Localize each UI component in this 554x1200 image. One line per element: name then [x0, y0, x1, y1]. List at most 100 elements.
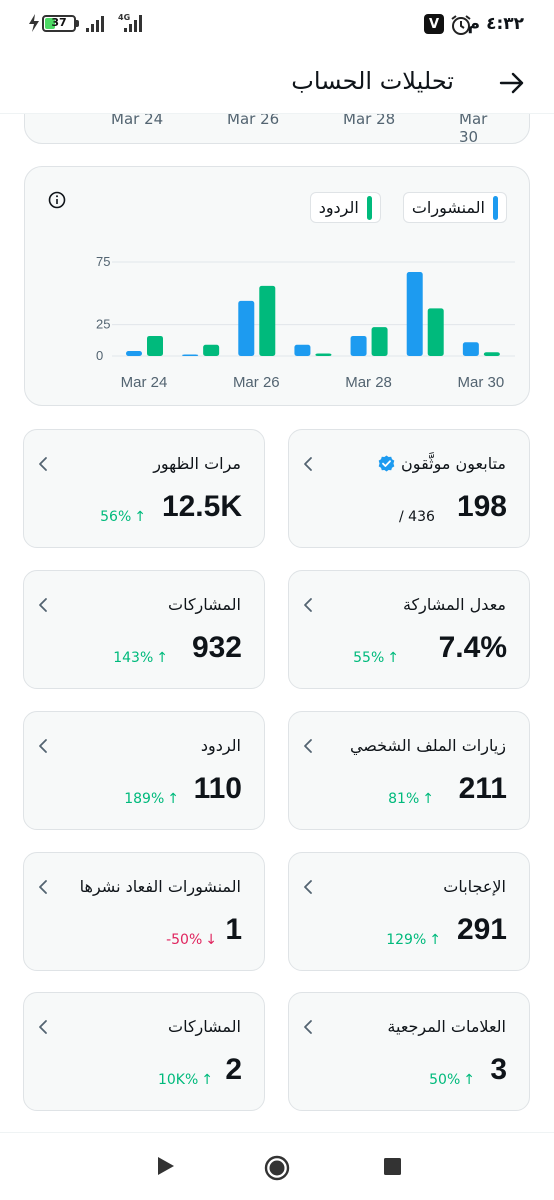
prev-x-label: Mar 26: [227, 110, 280, 128]
bar-posts-mar-27[interactable]: [294, 344, 311, 356]
battery-nub: [76, 20, 79, 27]
bar-replies-mar-24[interactable]: [147, 335, 163, 356]
chevron-left-icon: [39, 880, 47, 894]
bar-replies-mar-25[interactable]: [203, 344, 220, 356]
stat-change-inner: 50% ↑: [429, 1072, 475, 1088]
battery-icon: 37: [42, 15, 76, 32]
change-value: 56%: [100, 509, 132, 525]
stat-title: العلامات المرجعية: [387, 1017, 506, 1036]
change-value: 10K%: [157, 1072, 199, 1088]
legend-label-replies: الردود: [318, 198, 359, 217]
change-value: 55%: [353, 650, 385, 666]
bar-posts-mar-30[interactable]: [462, 342, 479, 356]
bar-replies-mar-27[interactable]: [315, 353, 332, 356]
change-value: -50%: [166, 932, 203, 948]
stat-card-reposts[interactable]: المنشورات الفعاد نشرها 1 -50% ↓: [23, 852, 265, 971]
prev-x-label: Mar 30: [459, 110, 488, 144]
stat-title: الردود: [200, 736, 241, 755]
stat-change-inner: 81% ↑: [388, 791, 434, 807]
bar-chart: 0 25 75 Mar 24 Mar 26 Mar 28 Mar 30: [96, 254, 515, 391]
previous-chart-labels: Mar 24 Mar 26 Mar 28 Mar 30: [111, 110, 509, 143]
stat-card-profile-visits[interactable]: زيارات الملف الشخصي 211 81% ↑: [288, 711, 530, 830]
change-arrow-icon: ↑: [422, 791, 434, 807]
stat-title-text: متابعون موثَّقون: [401, 454, 506, 473]
recents-square-icon[interactable]: [384, 1158, 401, 1175]
bar-replies-mar-26[interactable]: [259, 285, 276, 356]
change-arrow-icon: ↑: [201, 1072, 213, 1088]
stat-title: متابعون موثَّقون: [378, 454, 506, 473]
change-arrow-icon: ↑: [387, 650, 399, 666]
alarm-icon: [451, 15, 471, 35]
stat-card-engagements[interactable]: المشاركات 932 143% ↑: [23, 570, 265, 689]
system-nav-bar: [0, 1132, 554, 1200]
y-tick-label: 25: [96, 317, 110, 332]
x-tick-label: Mar 24: [121, 374, 168, 391]
clock: ٤:٣٢ م: [467, 14, 524, 34]
network-type: 4G: [118, 13, 131, 22]
legend-swatch-posts: [493, 195, 498, 220]
change-arrow-icon: ↓: [205, 932, 217, 948]
legend-item-replies[interactable]: الردود: [309, 192, 381, 223]
chevron-left-icon: [39, 598, 47, 612]
stat-card-impressions[interactable]: مرات الظهور 12.5K 56% ↑: [23, 429, 265, 548]
change-arrow-icon: ↑: [463, 1072, 475, 1088]
legend-item-posts[interactable]: المنشورات: [402, 192, 507, 223]
signal-icon: [86, 16, 104, 32]
status-bar: 37 4G V ٤:٣٢ م: [0, 0, 554, 50]
stat-card-replies[interactable]: الردود 110 189% ↑: [23, 711, 265, 830]
chevron-left-icon: [39, 457, 47, 471]
stat-title: المنشورات الفعاد نشرها: [79, 877, 241, 896]
stat-card-bookmarks[interactable]: العلامات المرجعية 3 50% ↑: [288, 992, 530, 1111]
change-value: 50%: [429, 1072, 461, 1088]
stat-change-inner: 10K% ↑: [158, 1072, 213, 1088]
bar-posts-mar-28[interactable]: [350, 335, 367, 356]
change-value: 143%: [113, 650, 154, 666]
change-arrow-icon: ↑: [167, 791, 179, 807]
bar-posts-mar-26[interactable]: [238, 300, 255, 356]
stat-value: 12.5K: [161, 490, 242, 523]
chart-legend: المنشورات الردود: [309, 192, 507, 223]
stat-value: 932: [191, 631, 242, 664]
bar-posts-mar-24[interactable]: [126, 350, 142, 356]
chevron-left-icon: [39, 1020, 47, 1034]
back-button-overlay[interactable]: [494, 66, 530, 100]
change-value: 189%: [124, 791, 165, 807]
battery-level: 37: [51, 16, 67, 29]
stat-value: 1: [225, 913, 242, 946]
back-triangle-icon[interactable]: [156, 1155, 176, 1177]
prev-x-label: Mar 28: [343, 110, 396, 128]
stat-value: 211: [458, 772, 507, 805]
change-value: 129%: [386, 932, 427, 948]
change-arrow-icon: ↑: [429, 932, 441, 948]
x-tick-label: Mar 26: [233, 374, 280, 391]
y-tick-label: 75: [96, 254, 110, 269]
stat-card-shares[interactable]: المشاركات 2 10K% ↑: [23, 992, 265, 1111]
stat-title: معدل المشاركة: [402, 595, 506, 614]
stat-card-engagement-rate[interactable]: معدل المشاركة 7.4% 55% ↑: [288, 570, 530, 689]
bar-posts-mar-25[interactable]: [182, 354, 199, 357]
x-tick-label: Mar 30: [458, 374, 505, 391]
info-icon[interactable]: [48, 191, 66, 209]
stat-title: زيارات الملف الشخصي: [349, 736, 506, 755]
bar-replies-mar-28[interactable]: [371, 327, 388, 356]
bar-replies-mar-29[interactable]: [427, 308, 444, 356]
stat-total: / 436: [399, 509, 435, 525]
chevron-left-icon: [304, 1020, 312, 1034]
home-circle-icon[interactable]: [264, 1155, 290, 1181]
stat-change-inner: 56% ↑: [100, 509, 146, 525]
stat-value: 198: [456, 490, 507, 523]
bar-replies-mar-30[interactable]: [483, 352, 500, 356]
stat-card-likes[interactable]: الإعجابات 291 129% ↑: [288, 852, 530, 971]
chevron-left-icon: [304, 457, 312, 471]
stat-value: 3: [490, 1053, 507, 1086]
legend-label-posts: المنشورات: [411, 198, 485, 217]
stat-title: المشاركات: [168, 1017, 241, 1036]
stat-card-verified-followers[interactable]: متابعون موثَّقون 198 / 436: [288, 429, 530, 548]
prev-x-label: Mar 24: [111, 110, 164, 128]
change-value: 81%: [388, 791, 420, 807]
stat-value: 110: [193, 772, 242, 805]
page-title-overlay: تحليلات الحساب: [291, 67, 454, 95]
stat-change-inner: -50% ↓: [166, 932, 217, 948]
change-arrow-icon: ↑: [156, 650, 168, 666]
bar-posts-mar-29[interactable]: [406, 272, 423, 356]
